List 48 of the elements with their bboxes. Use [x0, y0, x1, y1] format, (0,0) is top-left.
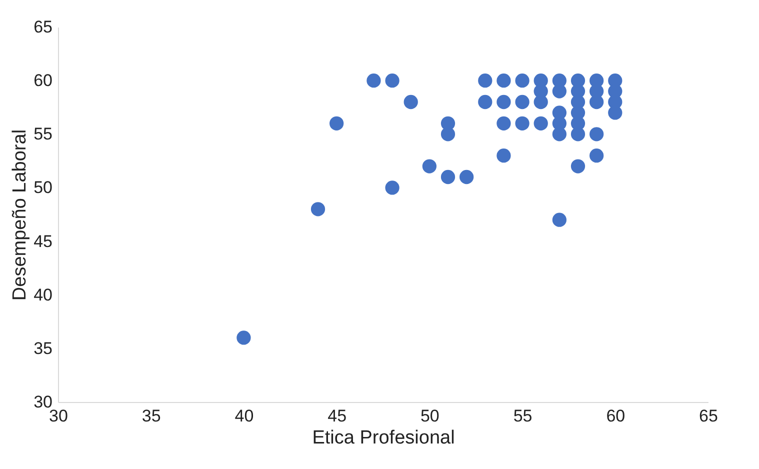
point — [478, 94, 492, 110]
point — [515, 74, 530, 88]
point — [570, 127, 586, 142]
x-tick-label: 50 — [420, 406, 440, 426]
x-tick-label: 55 — [513, 406, 532, 426]
point — [330, 116, 344, 130]
point — [496, 116, 511, 130]
point — [590, 127, 604, 142]
point — [534, 116, 548, 130]
x-axis-title: Etica Profesional — [312, 428, 455, 448]
y-tick-label: 40 — [34, 285, 52, 304]
y-tick-label: 35 — [34, 338, 52, 358]
point — [366, 74, 381, 88]
y-tick-label: 60 — [34, 71, 52, 90]
point — [552, 84, 566, 98]
x-tick-label: 30 — [49, 406, 68, 426]
point — [236, 330, 251, 345]
point — [608, 106, 622, 120]
point — [404, 94, 418, 110]
point — [552, 212, 566, 227]
y-tick-label: 50 — [34, 178, 52, 198]
point — [385, 74, 400, 88]
point — [496, 94, 511, 110]
x-tick-label: 45 — [328, 406, 347, 426]
point — [496, 74, 511, 88]
point — [534, 94, 548, 110]
point — [440, 127, 456, 142]
point — [515, 116, 530, 130]
y-tick-label: 45 — [34, 232, 52, 251]
point — [440, 170, 456, 184]
point — [590, 94, 604, 110]
point — [310, 202, 326, 216]
y-tick-label: 55 — [34, 124, 52, 144]
x-tick-label: 35 — [142, 406, 161, 426]
point — [496, 148, 511, 163]
point — [460, 170, 474, 184]
y-axis-title: Desempeño Laboral — [10, 129, 31, 301]
point — [385, 180, 400, 195]
y-tick-label: 65 — [34, 18, 52, 36]
x-tick-label: 40 — [234, 406, 254, 426]
point — [552, 127, 566, 142]
x-tick-label: 65 — [699, 406, 718, 426]
point — [478, 74, 492, 88]
point — [590, 148, 604, 163]
point — [570, 159, 586, 174]
point — [422, 159, 436, 174]
point — [515, 94, 530, 110]
x-tick-label: 60 — [606, 406, 626, 426]
